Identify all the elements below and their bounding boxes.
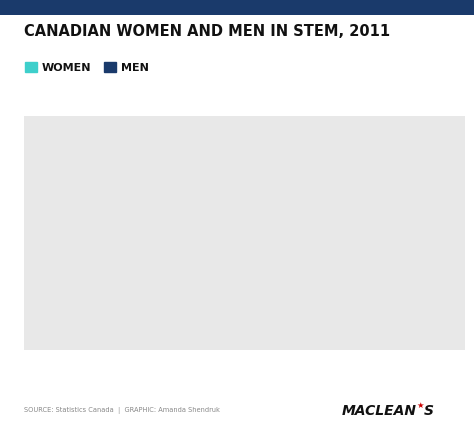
Text: CANADIAN WOMEN AND MEN IN STEM, 2011: CANADIAN WOMEN AND MEN IN STEM, 2011 — [24, 24, 390, 39]
Bar — [255, 116, 307, 296]
Text: 39%: 39% — [46, 298, 74, 311]
Text: 77%: 77% — [267, 199, 295, 212]
Bar — [108, 195, 160, 350]
Text: 41%: 41% — [193, 157, 221, 170]
Bar — [108, 116, 160, 195]
Text: MATH AND
COMPUTER
SCIENCE
GRADUATES: MATH AND COMPUTER SCIENCE GRADUATES — [331, 354, 378, 384]
Bar — [328, 280, 381, 350]
Bar — [181, 116, 234, 212]
Text: 66%: 66% — [120, 266, 148, 279]
Text: SCIENCE AND
TECHNOLOGY
GRADUATES: SCIENCE AND TECHNOLOGY GRADUATES — [181, 354, 234, 376]
Bar — [401, 116, 454, 298]
Text: ALL STEM
GRADUATES: ALL STEM GRADUATES — [37, 354, 84, 368]
Bar — [34, 258, 87, 350]
Text: ★: ★ — [416, 401, 424, 410]
Text: SOURCE: Statistics Canada  |  GRAPHIC: Amanda Shendruk: SOURCE: Statistics Canada | GRAPHIC: Ama… — [24, 407, 219, 414]
Legend: WOMEN, MEN: WOMEN, MEN — [25, 62, 148, 73]
Text: ENGINEERING
GRADUATES: ENGINEERING GRADUATES — [254, 354, 308, 368]
Text: 34%: 34% — [120, 149, 148, 162]
Text: ALL NON-STEM
GRADUATES: ALL NON-STEM GRADUATES — [104, 354, 164, 368]
Text: CANADIANS
WORKING IN
STEM FIELDS
(2014): CANADIANS WORKING IN STEM FIELDS (2014) — [402, 354, 454, 384]
Bar — [401, 298, 454, 350]
Bar — [34, 116, 87, 258]
Text: 70%: 70% — [340, 191, 368, 204]
Text: 61%: 61% — [46, 180, 74, 194]
Text: MACLEAN: MACLEAN — [341, 404, 416, 418]
Text: 78%: 78% — [414, 201, 442, 214]
Text: 23%: 23% — [267, 316, 295, 329]
Bar — [255, 296, 307, 350]
Text: 59%: 59% — [193, 274, 221, 287]
Bar — [328, 116, 381, 280]
Text: S: S — [424, 404, 434, 418]
Bar — [181, 212, 234, 350]
Text: 22%: 22% — [414, 317, 442, 330]
Text: 30%: 30% — [340, 308, 368, 321]
